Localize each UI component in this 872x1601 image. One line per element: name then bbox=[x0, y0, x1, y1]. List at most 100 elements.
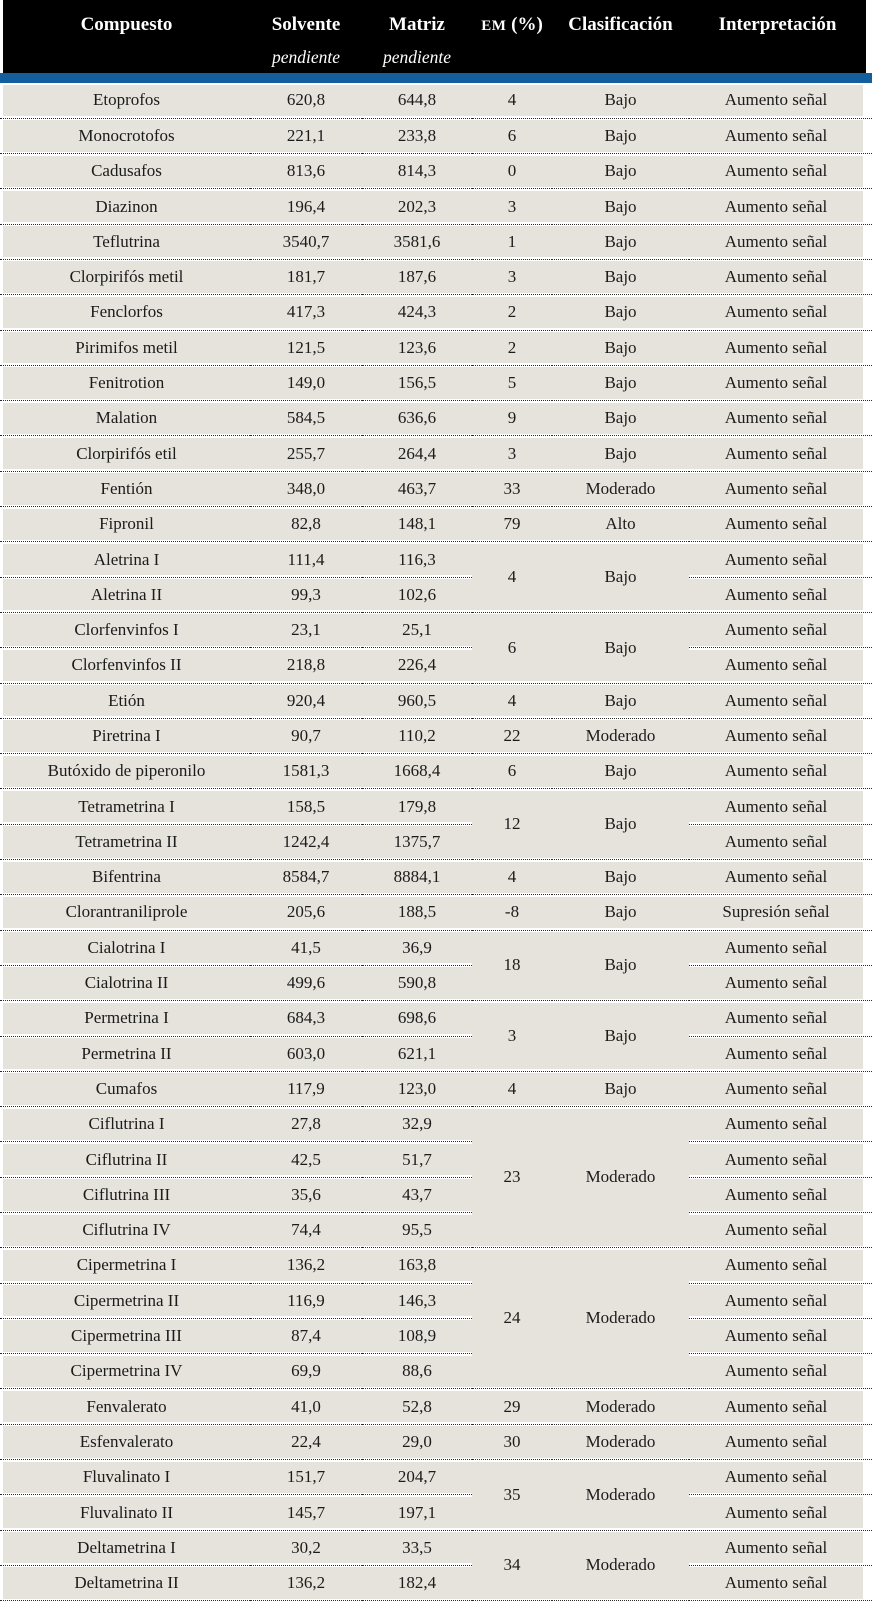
classification-cell: Bajo bbox=[552, 541, 689, 613]
matrix-slope-cell: 264,4 bbox=[362, 435, 472, 472]
classification-cell: Moderado bbox=[552, 1530, 689, 1601]
interpretation-cell: Aumento señal bbox=[689, 365, 872, 402]
solvent-slope-cell: 82,8 bbox=[250, 506, 362, 543]
matrix-slope-cell: 116,3 bbox=[362, 541, 472, 578]
solvent-slope-cell: 813,6 bbox=[250, 153, 362, 190]
compound-cell: Fenitrotion bbox=[0, 365, 250, 402]
interpretation-cell: Aumento señal bbox=[689, 647, 872, 684]
matrix-slope-cell: 636,6 bbox=[362, 400, 472, 437]
col-header-label: Clasificación bbox=[568, 14, 673, 35]
em-percent-cell: 22 bbox=[472, 718, 552, 755]
classification-cell: Moderado bbox=[552, 718, 689, 755]
em-percent-cell: 4 bbox=[472, 1071, 552, 1108]
table-row: Cadusafos 813,6 814,3 0 Bajo Aumento señal bbox=[0, 153, 872, 190]
table-row: Tetrametrina II 1242,4 1375,7 Aumento señal bbox=[0, 824, 872, 861]
compound-cell: Pirimifos metil bbox=[0, 330, 250, 366]
solvent-slope-cell: 90,7 bbox=[250, 718, 362, 755]
table-row: Ciflutrina IV 74,4 95,5 Aumento señal bbox=[0, 1212, 872, 1249]
solvent-slope-cell: 136,2 bbox=[250, 1247, 362, 1284]
interpretation-cell: Aumento señal bbox=[689, 294, 872, 331]
classification-cell: Bajo bbox=[552, 294, 689, 331]
em-percent-cell: 79 bbox=[472, 506, 552, 543]
classification-cell: Bajo bbox=[552, 153, 689, 190]
interpretation-cell: Aumento señal bbox=[689, 824, 872, 861]
em-percent-cell: 3 bbox=[472, 188, 552, 225]
classification-cell: Bajo bbox=[552, 365, 689, 402]
interpretation-cell: Aumento señal bbox=[689, 788, 872, 825]
interpretation-cell: Aumento señal bbox=[689, 1459, 872, 1496]
solvent-slope-cell: 27,8 bbox=[250, 1106, 362, 1143]
em-percent-cell: 23 bbox=[472, 1106, 552, 1249]
compound-cell: Butóxido de piperonilo bbox=[0, 753, 250, 790]
compound-cell: Clorantraniliprole bbox=[0, 894, 250, 931]
compound-cell: Cipermetrina IV bbox=[0, 1353, 250, 1390]
solvent-slope-cell: 149,0 bbox=[250, 365, 362, 402]
classification-cell: Bajo bbox=[552, 930, 689, 1002]
solvent-slope-cell: 584,5 bbox=[250, 400, 362, 437]
classification-cell: Bajo bbox=[552, 188, 689, 225]
solvent-slope-cell: 111,4 bbox=[250, 541, 362, 578]
table-row: Cipermetrina IV 69,9 88,6 Aumento señal bbox=[0, 1353, 872, 1390]
matrix-slope-cell: 424,3 bbox=[362, 294, 472, 331]
matrix-slope-cell: 108,9 bbox=[362, 1318, 472, 1355]
matrix-slope-cell: 179,8 bbox=[362, 788, 472, 825]
em-percent-cell: 35 bbox=[472, 1459, 552, 1531]
col-header-label: Matriz bbox=[389, 14, 445, 35]
matrix-slope-cell: 814,3 bbox=[362, 153, 472, 190]
compound-cell: Fenclorfos bbox=[0, 294, 250, 331]
interpretation-cell: Aumento señal bbox=[689, 1071, 872, 1108]
compound-cell: Cipermetrina I bbox=[0, 1247, 250, 1284]
em-percent-cell: 18 bbox=[472, 930, 552, 1002]
table-row: Pirimifos metil 121,5 123,6 2 Bajo Aumento se… bbox=[0, 330, 872, 366]
classification-cell: Moderado bbox=[552, 1106, 689, 1249]
classification-cell: Bajo bbox=[552, 83, 689, 119]
classification-cell: Bajo bbox=[552, 683, 689, 719]
table-row: Etoprofos 620,8 644,8 4 Bajo Aumento señal bbox=[0, 83, 872, 119]
table-row: Deltametrina I 30,2 33,5 34 Moderado Aumento … bbox=[0, 1530, 872, 1601]
table-row: Diazinon 196,4 202,3 3 Bajo Aumento señal bbox=[0, 188, 872, 225]
matrix-slope-cell: 123,0 bbox=[362, 1071, 472, 1108]
matrix-slope-cell: 463,7 bbox=[362, 471, 472, 508]
table-row: Permetrina II 603,0 621,1 Aumento señal bbox=[0, 1036, 872, 1072]
table-row: Bifentrina 8584,7 8884,1 4 Bajo Aumento señal bbox=[0, 859, 872, 896]
solvent-slope-cell: 99,3 bbox=[250, 577, 362, 613]
table-row: Cipermetrina III 87,4 108,9 Aumento señal bbox=[0, 1318, 872, 1355]
solvent-slope-cell: 205,6 bbox=[250, 894, 362, 931]
table-row: Deltametrina II 136,2 182,4 Aumento señal bbox=[0, 1565, 872, 1601]
compound-cell: Cumafos bbox=[0, 1071, 250, 1108]
table-row: Cialotrina II 499,6 590,8 Aumento señal bbox=[0, 965, 872, 1002]
table-row: Monocrotofos 221,1 233,8 6 Bajo Aumento señal bbox=[0, 118, 872, 155]
interpretation-cell: Aumento señal bbox=[689, 718, 872, 755]
matrix-slope-cell: 621,1 bbox=[362, 1036, 472, 1072]
em-percent-cell: 2 bbox=[472, 294, 552, 331]
interpretation-cell: Aumento señal bbox=[689, 1000, 872, 1037]
col-header-sublabel: pendiente bbox=[271, 47, 341, 67]
compound-cell: Fentión bbox=[0, 471, 250, 508]
table-row: Clorantraniliprole 205,6 188,5 -8 Bajo Supres… bbox=[0, 894, 872, 931]
table-row: Clorpirifós metil 181,7 187,6 3 Bajo Aumento … bbox=[0, 259, 872, 296]
em-percent-cell: 4 bbox=[472, 859, 552, 896]
em-percent-cell: 9 bbox=[472, 400, 552, 437]
solvent-slope-cell: 348,0 bbox=[250, 471, 362, 508]
classification-cell: Bajo bbox=[552, 1071, 689, 1108]
classification-cell: Bajo bbox=[552, 1000, 689, 1072]
interpretation-cell: Aumento señal bbox=[689, 1141, 872, 1178]
matrix-slope-cell: 1375,7 bbox=[362, 824, 472, 861]
compound-cell: Ciflutrina IV bbox=[0, 1212, 250, 1249]
solvent-slope-cell: 3540,7 bbox=[250, 224, 362, 260]
compound-cell: Etoprofos bbox=[0, 83, 250, 119]
em-percent-cell: 24 bbox=[472, 1247, 552, 1390]
table-row: Permetrina I 684,3 698,6 3 Bajo Aumento señal bbox=[0, 1000, 872, 1072]
matrix-slope-cell: 95,5 bbox=[362, 1212, 472, 1249]
table-row: Etión 920,4 960,5 4 Bajo Aumento señal bbox=[0, 683, 872, 719]
interpretation-cell: Aumento señal bbox=[689, 965, 872, 1002]
compound-cell: Clorfenvinfos II bbox=[0, 647, 250, 684]
compound-cell: Cialotrina II bbox=[0, 965, 250, 1002]
em-percent-cell: 6 bbox=[472, 612, 552, 684]
compound-cell: Ciflutrina III bbox=[0, 1177, 250, 1214]
compound-cell: Fluvalinato II bbox=[0, 1494, 250, 1531]
solvent-slope-cell: 255,7 bbox=[250, 435, 362, 472]
matrix-slope-cell: 33,5 bbox=[362, 1530, 472, 1566]
table-row: Cumafos 117,9 123,0 4 Bajo Aumento señal bbox=[0, 1071, 872, 1108]
compound-cell: Diazinon bbox=[0, 188, 250, 225]
